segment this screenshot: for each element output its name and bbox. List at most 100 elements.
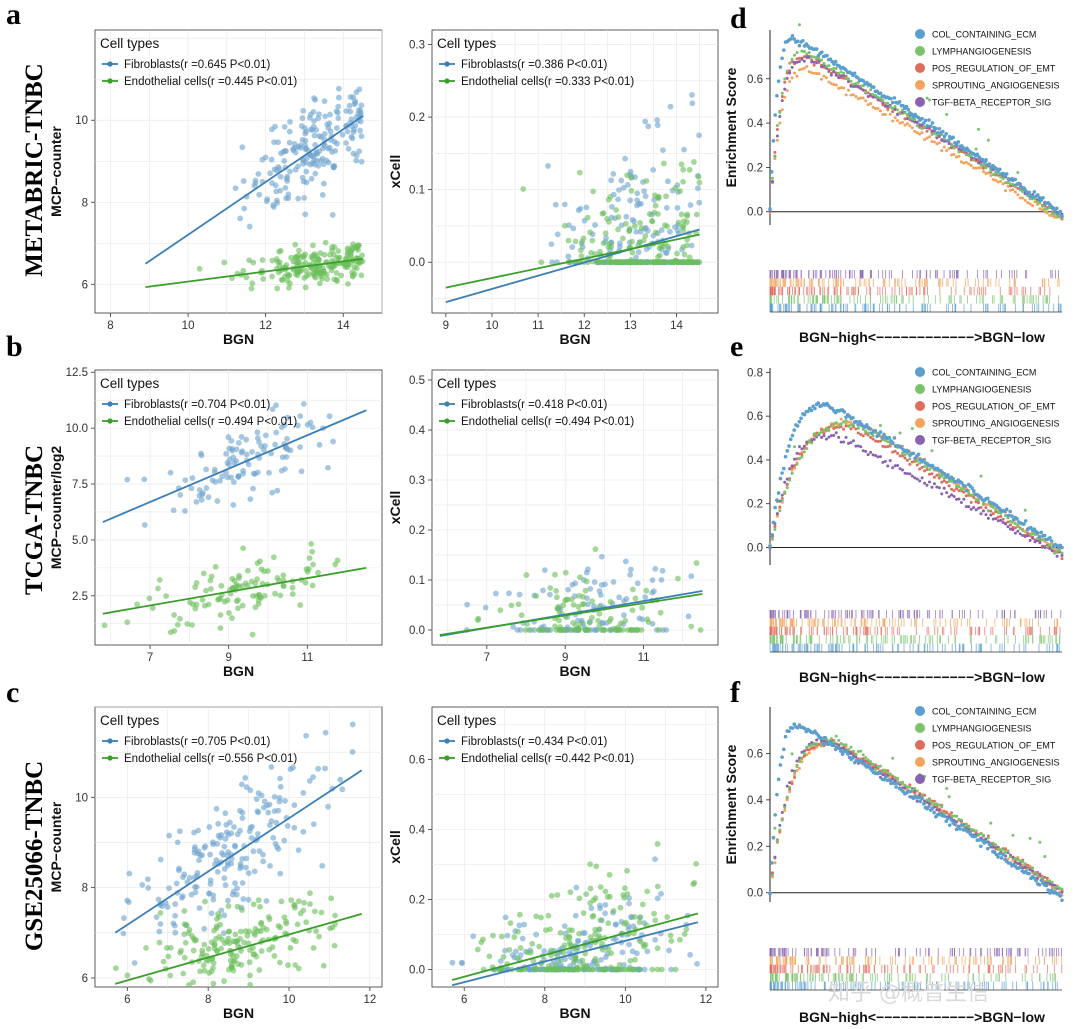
fibroblast-point (206, 890, 213, 897)
endothelial-point (616, 627, 623, 633)
fibroblast-point (221, 875, 228, 882)
fibroblast-point (313, 149, 320, 156)
endothelial-point (622, 220, 629, 227)
es-point-col-containing-ecm (842, 410, 847, 414)
y-tick-label: 0.2 (409, 895, 425, 907)
es-point-pos-regulation-of-emt (778, 505, 782, 509)
es-point-tgf-beta-receptor-sig (770, 180, 774, 184)
endothelial-point (615, 214, 622, 220)
es-point-lymphangiogenesis (989, 169, 993, 173)
legend-entry: POS_REGULATION_OF_EMT (932, 64, 1056, 74)
es-point-col-containing-ecm (1060, 545, 1064, 550)
es-point-col-containing-ecm (833, 59, 838, 64)
es-point-sprouting-angiogenesis (945, 148, 949, 152)
fibroblast-point (263, 898, 270, 904)
es-point-lymphangiogenesis (957, 485, 961, 489)
scatter-panel-b-left: 7 9 112.55.07.510.012.5BGNMCP−counter/log2… (48, 367, 383, 679)
x-axis-title: BGN (559, 663, 590, 679)
legend-entry: Fibroblasts(r =0.704 P<0.01) (124, 399, 271, 411)
es-point-sprouting-angiogenesis (1021, 196, 1025, 200)
es-point-sprouting-angiogenesis (910, 126, 914, 130)
es-point-sprouting-angiogenesis (790, 76, 794, 80)
es-point-lymphangiogenesis (797, 457, 801, 461)
es-point-sprouting-angiogenesis (981, 170, 985, 174)
es-point-lymphangiogenesis (790, 57, 794, 61)
endothelial-point (307, 890, 313, 897)
es-point-pos-regulation-of-emt (849, 427, 853, 431)
es-point-sprouting-angiogenesis (1026, 200, 1030, 204)
fibroblast-point (272, 441, 279, 448)
endothelial-point (638, 627, 645, 633)
es-point-lymphangiogenesis (773, 528, 777, 532)
es-point-tgf-beta-receptor-sig (1011, 528, 1015, 532)
x-tick-label: 8 (205, 994, 211, 1006)
endothelial-point (229, 615, 235, 621)
legend-entry: LYMPHANGIOGENESIS (932, 47, 1031, 57)
es-point-pos-regulation-of-emt (780, 95, 784, 99)
es-point-sprouting-angiogenesis (822, 74, 826, 78)
fibroblast-point (221, 912, 228, 919)
endothelial-point (632, 259, 639, 266)
es-point-col-containing-ecm (927, 118, 931, 122)
endothelial-point (348, 246, 355, 253)
es-point-col-containing-ecm (852, 71, 857, 76)
endothelial-point (321, 251, 328, 258)
endothelial-point (214, 916, 220, 922)
endothelial-point (619, 235, 626, 242)
endothelial-point (621, 885, 628, 892)
es-point-tgf-beta-receptor-sig (927, 480, 931, 484)
endothelial-point (211, 945, 218, 952)
endothelial-point (327, 251, 333, 258)
es-point-lymphangiogenesis (820, 430, 824, 434)
endothelial-point (318, 909, 325, 916)
legend-title: Cell types (437, 713, 497, 728)
es-point-col-containing-ecm (769, 533, 774, 537)
endothelial-point (600, 210, 607, 217)
endothelial-point (211, 941, 218, 947)
endothelial-point (333, 270, 340, 276)
endothelial-point (160, 958, 167, 965)
endothelial-point (200, 962, 207, 969)
endothelial-point (101, 622, 108, 629)
endothelial-point (210, 965, 216, 971)
fibroblast-point (193, 498, 200, 505)
es-point-lymphangiogenesis (834, 421, 838, 425)
fibroblast-point (179, 894, 185, 901)
x-tick-label: 11 (532, 320, 544, 332)
endothelial-point (663, 193, 669, 200)
fibroblast-point (322, 113, 329, 120)
x-tick-label: 6 (461, 994, 467, 1006)
es-point-col-containing-ecm (906, 107, 911, 112)
fibroblast-point (144, 876, 151, 883)
endothelial-point (294, 921, 301, 928)
endothelial-point (347, 261, 354, 267)
es-point-col-containing-ecm (795, 39, 800, 44)
es-point-sprouting-angiogenesis (957, 154, 961, 158)
es-point-tgf-beta-receptor-sig (824, 437, 828, 441)
fibroblast-point (497, 958, 504, 964)
endothelial-point (226, 610, 232, 616)
fibroblast-point (201, 844, 208, 851)
endothelial-point (681, 251, 688, 258)
endothelial-point (649, 966, 656, 973)
endothelial-point (674, 575, 681, 582)
fibroblast-point (145, 885, 152, 891)
fibroblast-point (570, 225, 577, 232)
es-point-col-containing-ecm (946, 139, 950, 143)
es-point-lymphangiogenesis (785, 69, 789, 73)
endothelial-point (184, 621, 191, 627)
endothelial-point (553, 966, 560, 973)
es-point-lymphangiogenesis (952, 146, 956, 150)
es-point-col-containing-ecm (1004, 507, 1009, 512)
fibroblast-point (284, 823, 291, 829)
fibroblast-point (358, 133, 365, 140)
fibroblast-point (541, 567, 548, 574)
endothelial-point (602, 230, 609, 237)
es-point-col-containing-ecm (856, 422, 860, 427)
y-tick-label: 10 (75, 792, 88, 804)
fibroblast-point (320, 180, 327, 187)
es-point-sprouting-angiogenesis (1035, 202, 1039, 206)
es-point-pos-regulation-of-emt (797, 56, 801, 60)
es-point-tgf-beta-receptor-sig (788, 467, 792, 471)
